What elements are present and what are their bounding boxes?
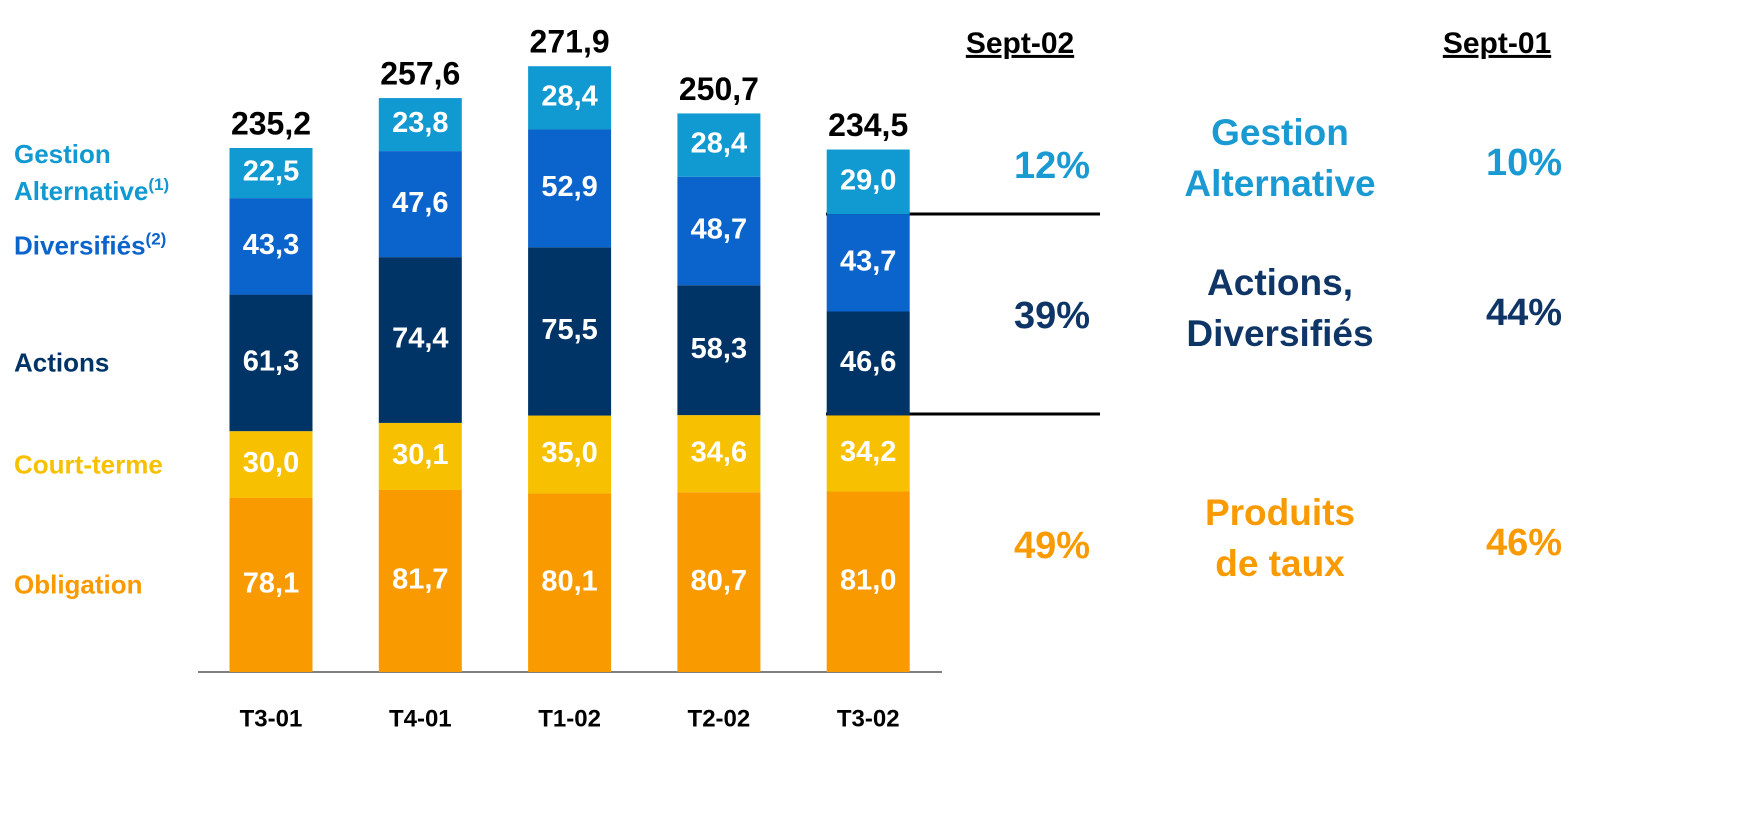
value-label: 22,5 [243,156,299,188]
share-value: 46% [1486,522,1562,564]
value-label: 30,0 [243,447,299,479]
legend-name: Gestion Alternative [14,139,149,207]
row-label: Alternative [1184,163,1375,204]
value-label: 48,7 [691,214,747,246]
bar-segment [826,214,910,312]
value-label: 43,3 [243,229,299,261]
x-tick-label: T1-02 [538,705,601,732]
value-label: 46,6 [840,346,896,378]
bar-segment [378,257,462,423]
share-value: 44% [1486,292,1562,334]
row-label: Gestion [1211,112,1349,153]
value-label: 30,1 [392,439,448,471]
total-label: 250,7 [679,71,759,107]
share-value: 12% [1014,145,1090,187]
value-label: 28,4 [541,81,597,113]
legend-name: Court-terme [14,449,163,480]
x-tick-label: T4-01 [389,705,452,732]
bar-segment [528,247,612,416]
bar-segment [528,415,612,494]
bar-segment [677,492,761,672]
legend-name: Obligation [14,569,143,600]
value-label: 61,3 [243,346,299,378]
row-label: de taux [1215,543,1345,584]
value-label: 35,0 [541,437,597,469]
bar-segment [378,151,462,258]
share-value: 39% [1014,295,1090,337]
row-label: Diversifiés [1186,313,1373,354]
value-label: 58,3 [691,333,747,365]
bar-segment [826,415,910,492]
bar-segment [826,311,910,416]
legend-label: Gestion Alternative(1) [14,136,214,210]
value-label: 75,5 [541,314,597,346]
total-label: 234,5 [828,107,908,143]
bar-segment [229,497,313,672]
legend-label: Court-terme [14,446,214,483]
value-label: 23,8 [392,107,448,139]
value-label: 52,9 [541,171,597,203]
value-label: 34,2 [840,436,896,468]
legend-label: Obligation [14,566,214,603]
bar-segment [677,113,761,177]
row-label: Produits [1205,492,1355,533]
column-header: Sept-01 [1443,27,1551,60]
value-label: 80,7 [691,565,747,597]
bar-segment [229,294,313,432]
column-header: Sept-02 [966,27,1074,60]
bar-segment [378,422,462,490]
value-label: 47,6 [392,187,448,219]
legend-label: Actions [14,344,214,381]
total-label: 257,6 [380,56,460,92]
bar-segment [826,491,910,672]
total-label: 235,2 [231,105,311,141]
legend-name: Actions [14,347,110,378]
bar-segment [229,147,313,199]
bar-segment [378,489,462,672]
legend-name: Diversifiés [14,230,146,261]
bar-segment [229,198,313,295]
x-tick-label: T3-02 [837,705,900,732]
value-label: 81,7 [392,564,448,596]
legend-label: Diversifiés(2) [14,228,214,265]
value-label: 80,1 [541,565,597,597]
value-label: 34,6 [691,436,747,468]
share-value: 49% [1014,525,1090,567]
value-label: 28,4 [691,128,747,160]
row-label: Actions, [1207,262,1353,303]
legend-note: (1) [148,175,170,195]
x-tick-label: T3-01 [240,705,303,732]
bar-segment [528,493,612,672]
x-tick-label: T2-02 [688,705,751,732]
total-label: 271,9 [530,24,610,60]
value-label: 78,1 [243,568,299,600]
bar-segment [229,431,313,498]
value-label: 43,7 [840,245,896,277]
bar-segment [378,98,462,152]
value-label: 81,0 [840,564,896,596]
bar-segment [677,176,761,286]
bar-segment [677,285,761,416]
share-value: 10% [1486,142,1562,184]
bar-segment [677,415,761,493]
bar-segment [826,149,910,215]
bar-segment [528,66,612,130]
value-label: 74,4 [392,323,448,355]
bar-segment [528,129,612,248]
value-label: 29,0 [840,164,896,196]
legend-note: (2) [145,229,167,249]
